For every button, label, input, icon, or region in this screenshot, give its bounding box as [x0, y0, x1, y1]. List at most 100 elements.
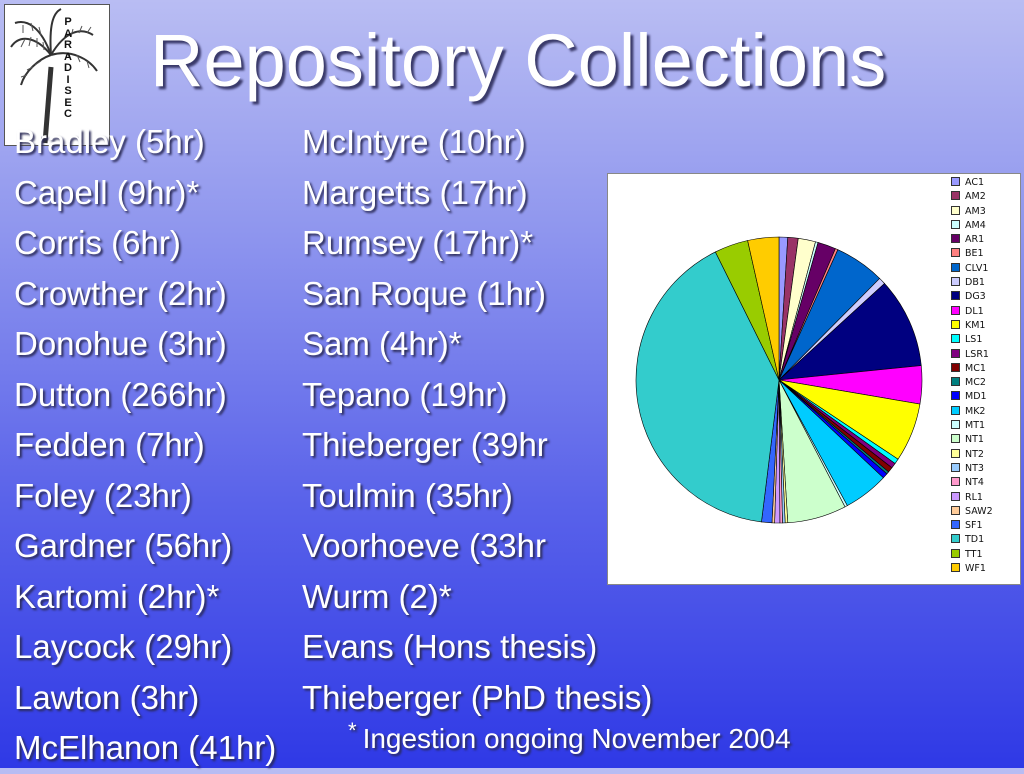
collection-item: Thieberger (PhD thesis): [302, 678, 653, 716]
legend-item: NT4: [951, 476, 1017, 490]
legend-item: NT1: [951, 433, 1017, 447]
legend-item: SAW2: [951, 505, 1017, 519]
legend-swatch: [951, 291, 960, 301]
legend-item: AM2: [951, 190, 1017, 204]
collections-list-right: McIntyre (10hr) Margetts (17hr) Rumsey (…: [302, 117, 652, 723]
pie-slice-td1: [635, 251, 780, 523]
logo-letter: A: [64, 50, 72, 63]
legend-item: CLV1: [951, 262, 1017, 276]
legend-swatch: [951, 362, 960, 372]
legend-item: TT1: [951, 548, 1017, 562]
legend-item: AM3: [951, 205, 1017, 219]
legend-label: DL1: [965, 305, 984, 317]
legend-swatch: [951, 448, 960, 458]
legend-swatch: [951, 548, 960, 558]
legend-item: SF1: [951, 519, 1017, 533]
logo-letter: S: [64, 85, 72, 97]
pie-chart-svg: [635, 236, 923, 524]
legend-item: AC1: [951, 176, 1017, 190]
legend-swatch: [951, 219, 960, 229]
pie-chart: AC1 AM2 AM3 AM4 AR1 BE1 CLV1 DB1 DG3 DL1 KM1 LS1 LSR…: [607, 173, 1021, 585]
logo-letter: C: [64, 108, 72, 120]
logo-letter: P: [64, 16, 72, 28]
legend-swatch: [951, 334, 960, 344]
logo-letter: I: [66, 73, 70, 86]
legend-label: NT1: [965, 434, 984, 446]
collection-item: Capell (9hr)*: [14, 173, 200, 211]
legend-swatch: [951, 477, 960, 487]
collection-item: Wurm (2)*: [302, 577, 452, 615]
legend-label: AM2: [965, 191, 986, 203]
legend-swatch: [951, 491, 960, 501]
collection-item: Toulmin (35hr): [302, 476, 513, 514]
legend-swatch: [951, 205, 960, 215]
legend-swatch: [951, 262, 960, 272]
pie-slice-dg3: [778, 283, 922, 381]
legend-item: AR1: [951, 233, 1017, 247]
legend-label: SF1: [965, 520, 983, 532]
logo-letter: D: [64, 62, 72, 74]
legend-swatch: [951, 405, 960, 415]
legend-item: DL1: [951, 305, 1017, 319]
legend-swatch: [951, 391, 960, 401]
legend-swatch: [951, 462, 960, 472]
collection-item: San Roque (1hr): [302, 274, 546, 312]
collection-item: Lawton (3hr): [14, 678, 200, 716]
slide-title: Repository Collections: [150, 19, 887, 102]
legend-swatch: [951, 563, 960, 573]
collection-item: McIntyre (10hr): [302, 123, 526, 160]
collection-item: Crowther (2hr): [14, 274, 227, 312]
collection-item: Kartomi (2hr)*: [14, 577, 220, 615]
footnote-marker: *: [348, 718, 357, 743]
collection-item: Bradley (5hr): [14, 123, 205, 160]
collection-item: Laycock (29hr): [14, 628, 233, 665]
legend-label: BE1: [965, 248, 984, 260]
collection-item: Sam (4hr)*: [302, 325, 462, 362]
collection-item: Thieberger (39hr: [302, 426, 548, 463]
legend-label: MT1: [965, 420, 986, 432]
legend-label: LSR1: [965, 348, 989, 360]
legend-swatch: [951, 505, 960, 515]
legend-item: MC2: [951, 376, 1017, 390]
collection-item: Corris (6hr): [14, 224, 181, 261]
collection-item: Rumsey (17hr)*: [302, 224, 534, 261]
legend-label: AC1: [965, 177, 985, 188]
collection-item: Tepano (19hr): [302, 375, 508, 413]
legend-item: RL1: [951, 491, 1017, 505]
logo-letter: R: [64, 39, 72, 51]
legend-label: NT3: [965, 462, 984, 474]
legend-swatch: [951, 319, 960, 329]
legend-label: TD1: [965, 534, 985, 546]
legend-swatch: [951, 305, 960, 315]
legend-label: AM3: [965, 205, 986, 217]
collection-item: McElhanon (41hr): [14, 729, 277, 766]
legend-item: KM1: [951, 319, 1017, 333]
legend-item: DG3: [951, 290, 1017, 304]
legend-item: NT2: [951, 448, 1017, 462]
legend-swatch: [951, 534, 960, 544]
legend-item: LS1: [951, 333, 1017, 347]
legend-swatch: [951, 420, 960, 430]
logo-letter: A: [64, 27, 72, 40]
logo-letters: P A R A D I S E C: [61, 16, 75, 121]
legend-label: MD1: [965, 391, 987, 403]
legend-label: TT1: [965, 548, 983, 560]
footnote: * Ingestion ongoing November 2004: [348, 718, 791, 755]
collection-item: Margetts (17hr): [302, 173, 528, 211]
legend-item: MD1: [951, 390, 1017, 404]
legend-swatch: [951, 277, 960, 287]
collection-item: Gardner (56hr): [14, 527, 233, 564]
legend-item: MT1: [951, 419, 1017, 433]
legend-item: NT3: [951, 462, 1017, 476]
footnote-text: Ingestion ongoing November 2004: [362, 723, 791, 754]
legend-item: LSR1: [951, 348, 1017, 362]
legend-label: RL1: [965, 491, 983, 503]
legend-label: NT2: [965, 448, 984, 460]
legend-label: MK2: [965, 405, 986, 417]
legend-item: MC1: [951, 362, 1017, 376]
palm-tree-logo: P A R A D I S E C: [4, 4, 110, 146]
legend-label: MC2: [965, 377, 986, 389]
legend-label: WF1: [965, 563, 986, 575]
logo-letter: E: [64, 96, 72, 109]
legend-swatch: [951, 348, 960, 358]
